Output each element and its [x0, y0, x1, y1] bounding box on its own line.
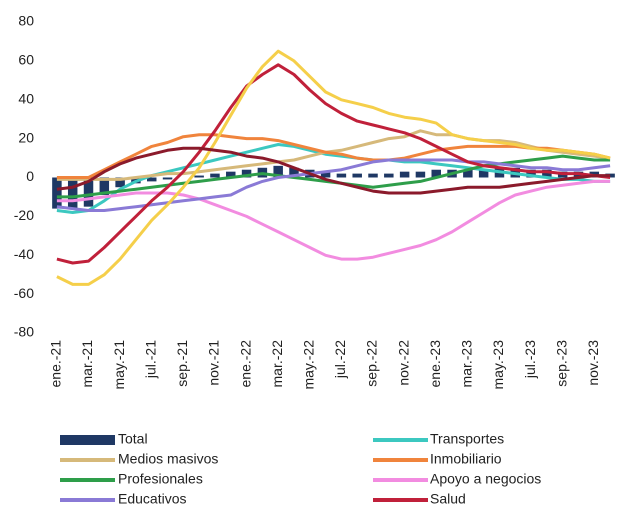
bar — [478, 169, 489, 178]
y-tick-label: -20 — [14, 207, 34, 223]
x-tick-label: may.-22 — [300, 340, 316, 390]
line — [56, 129, 611, 181]
x-tick-label: mar.-21 — [79, 340, 95, 388]
x-tick-label: ene.-21 — [48, 340, 64, 388]
bar — [526, 169, 536, 178]
y-tick-label: 60 — [18, 52, 34, 68]
legend-label: Inmobiliario — [430, 451, 502, 467]
x-tick-label: jul.-23 — [522, 340, 538, 379]
bar — [146, 177, 157, 182]
x-tick-label: nov.-21 — [206, 340, 222, 386]
x-tick-label: sep.-21 — [174, 340, 190, 387]
bar — [67, 177, 78, 209]
bar — [431, 169, 441, 178]
line — [56, 63, 611, 265]
bar — [289, 167, 299, 178]
bar — [415, 171, 426, 178]
x-tick-label: ene.-22 — [237, 340, 253, 388]
legend-label: Transportes — [430, 431, 504, 447]
bar — [320, 171, 331, 178]
y-tick-label: 80 — [18, 13, 34, 29]
y-tick-label: -40 — [14, 246, 34, 262]
bar — [162, 177, 173, 180]
bar — [336, 173, 347, 178]
bar — [99, 177, 110, 195]
legend-label: Profesionales — [118, 471, 203, 487]
legend-swatch — [60, 435, 115, 445]
bar — [210, 173, 220, 178]
bar — [194, 175, 204, 178]
bar — [52, 177, 62, 209]
bar — [368, 173, 378, 178]
bar — [115, 177, 125, 188]
bar — [352, 173, 362, 178]
x-tick-label: may.-21 — [111, 340, 127, 390]
bar — [226, 171, 236, 178]
legend-label: Educativos — [118, 491, 186, 506]
legend-label: Salud — [430, 491, 466, 506]
y-tick-label: 40 — [18, 90, 34, 106]
legend-label: Medios masivos — [118, 451, 218, 467]
x-tick-label: ene.-23 — [427, 340, 443, 388]
line — [56, 49, 611, 286]
line — [56, 133, 611, 179]
y-tick-label: -80 — [14, 324, 34, 340]
x-tick-label: nov.-22 — [395, 340, 411, 386]
bar — [463, 169, 473, 178]
y-tick-label: 0 — [26, 168, 34, 184]
bar — [273, 165, 283, 178]
bar — [384, 173, 394, 178]
x-tick-label: nov.-23 — [585, 340, 601, 386]
x-tick-label: sep.-23 — [553, 340, 569, 387]
bar — [399, 171, 410, 178]
bar — [83, 177, 94, 207]
x-tick-label: mar.-23 — [459, 340, 475, 388]
x-tick-label: jul.-22 — [332, 340, 348, 379]
y-tick-label: -60 — [14, 285, 34, 301]
x-tick-label: mar.-22 — [269, 340, 285, 388]
line — [56, 179, 611, 261]
bar — [542, 169, 552, 178]
x-tick-label: jul.-21 — [142, 340, 158, 379]
line — [56, 146, 611, 195]
legend-label: Apoyo a negocios — [430, 471, 541, 487]
y-tick-label: 20 — [18, 129, 34, 145]
bar — [241, 169, 252, 178]
legend-label: Total — [118, 431, 148, 447]
x-tick-label: may.-23 — [490, 340, 506, 390]
x-tick-label: sep.-22 — [364, 340, 380, 387]
